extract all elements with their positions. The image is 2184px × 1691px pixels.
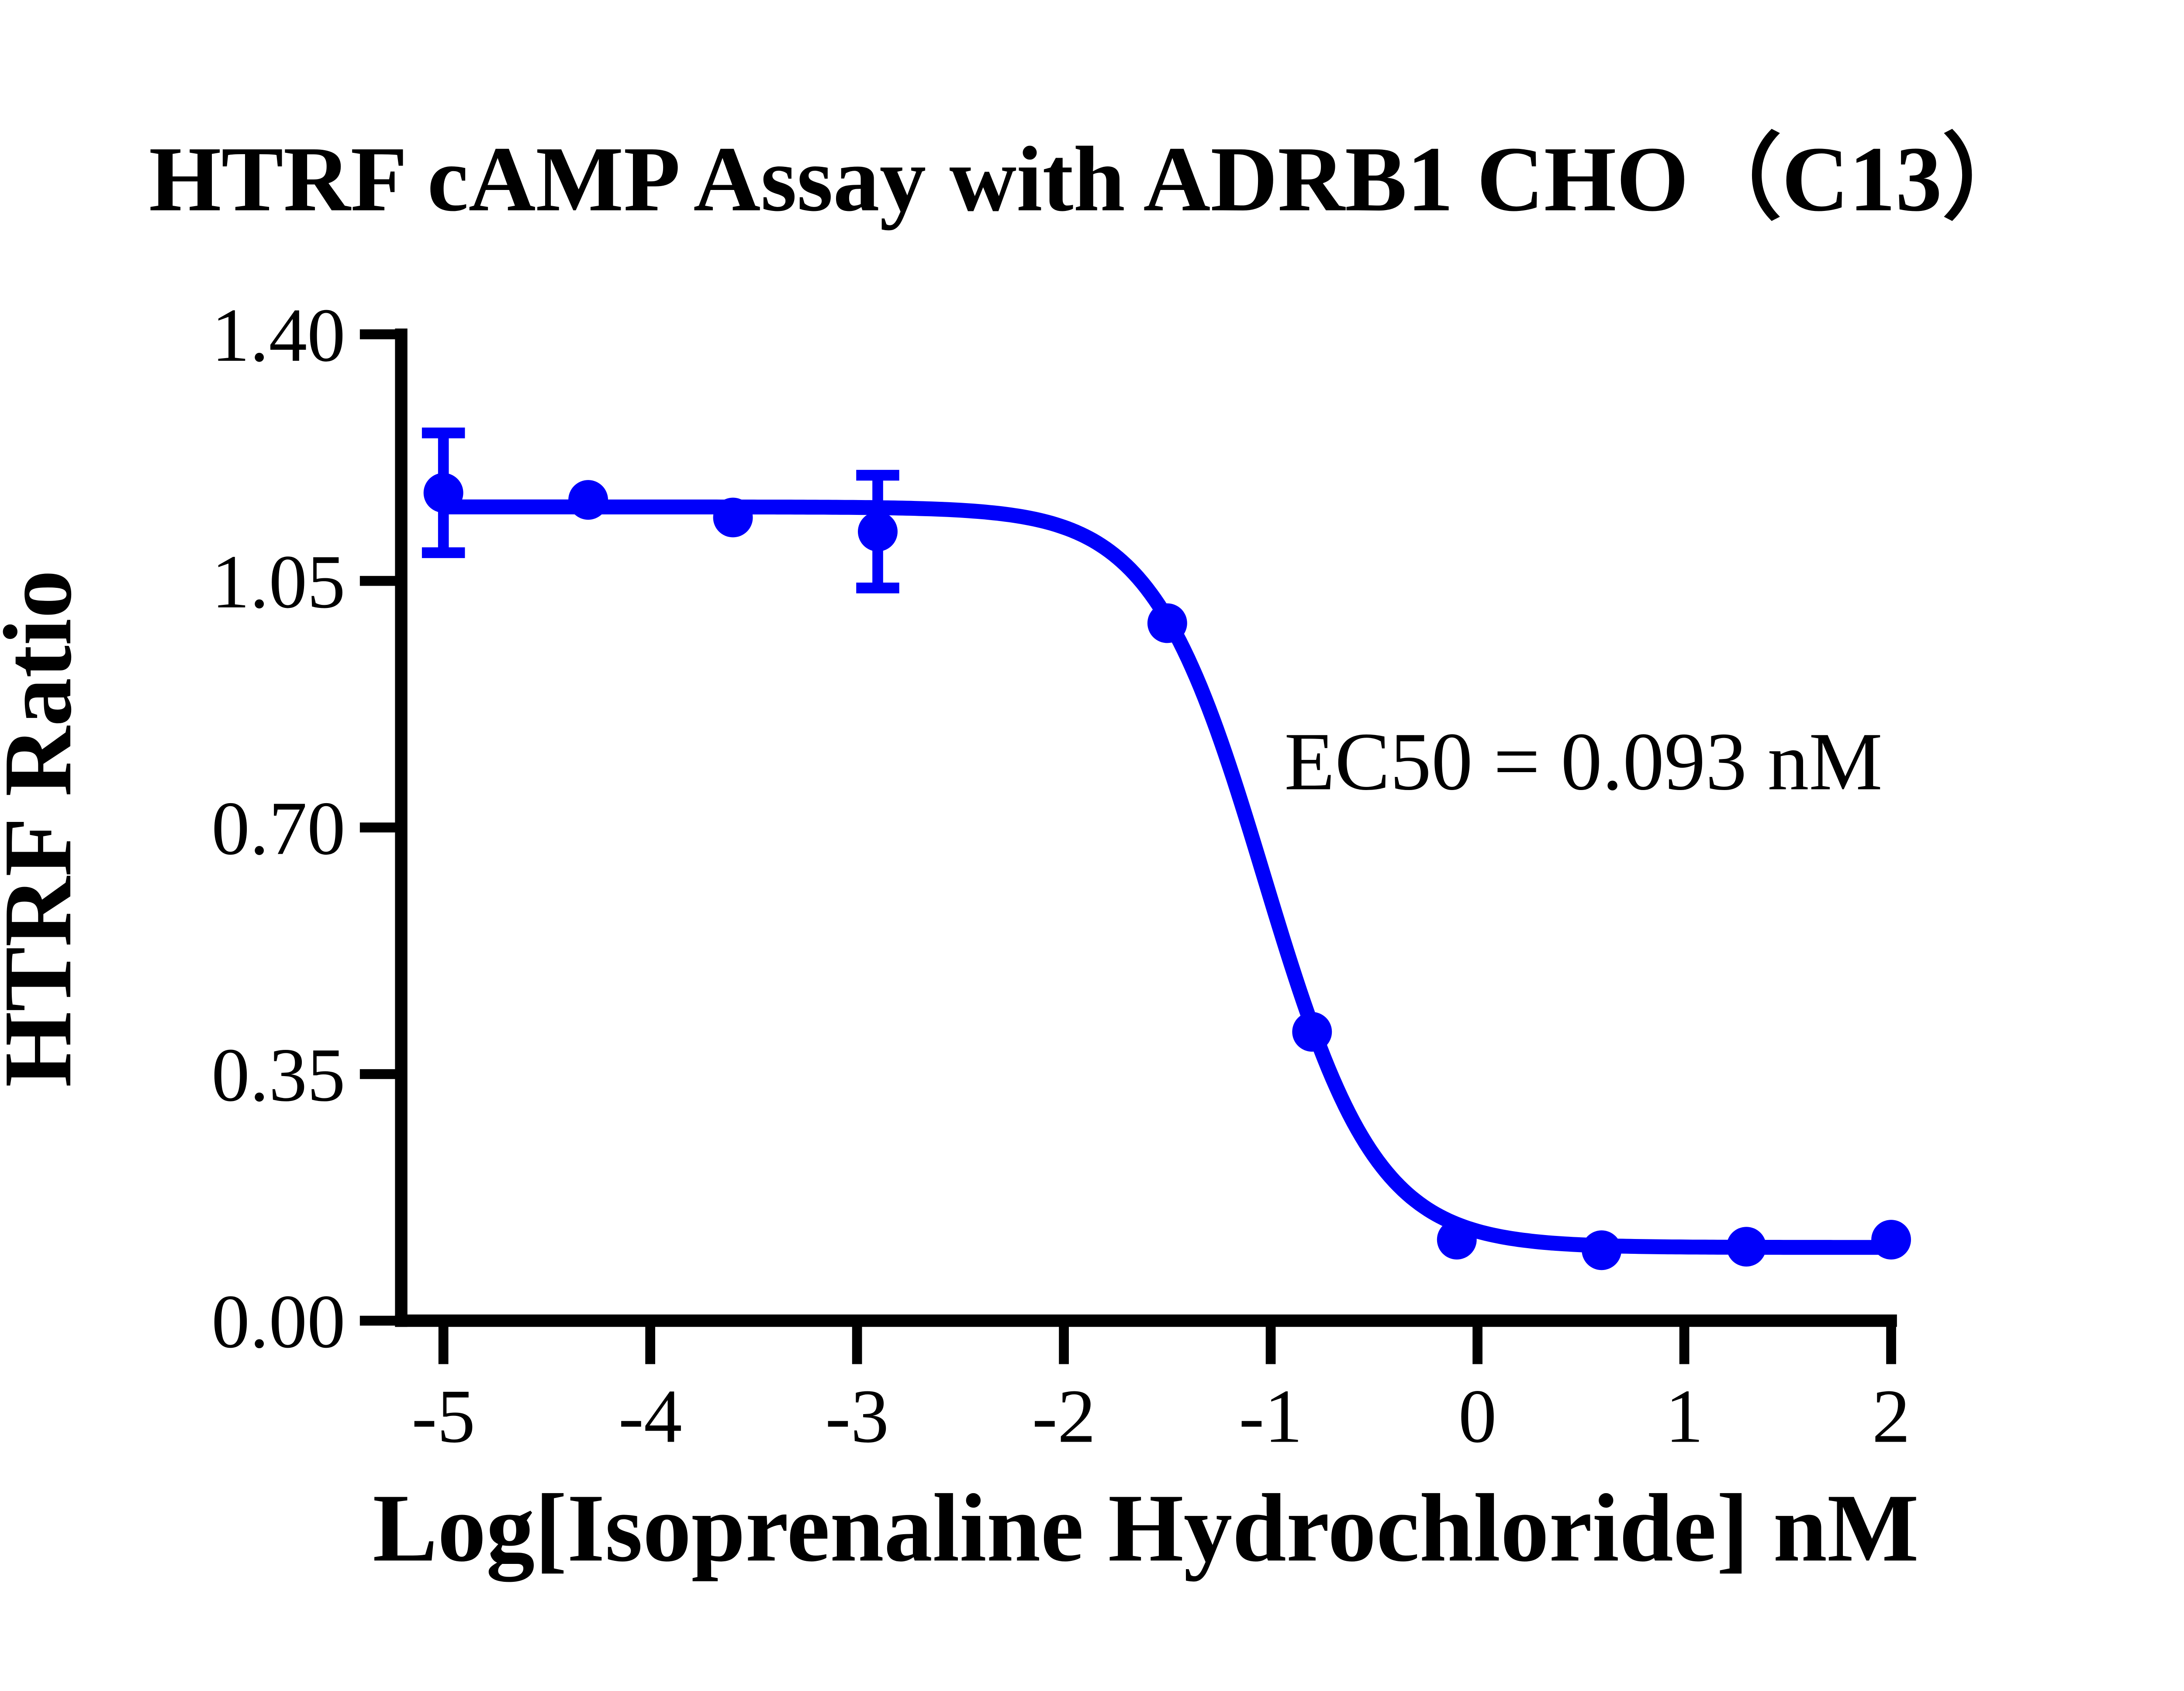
x-tick-label: 2	[1872, 1374, 1911, 1459]
data-points	[423, 473, 1911, 1270]
y-tick-label: 0.70	[211, 786, 346, 870]
x-tick-label: -1	[1239, 1374, 1303, 1459]
data-point	[858, 511, 898, 552]
y-axis-title: HTRF Ratio	[0, 570, 92, 1087]
x-tick-label: -4	[619, 1374, 682, 1459]
y-tick-label: 1.40	[211, 293, 346, 377]
data-point	[1582, 1230, 1622, 1270]
data-point	[713, 497, 753, 538]
data-point	[1147, 603, 1187, 643]
ec50-annotation: EC50 = 0.093 nM	[1284, 715, 1882, 807]
axes: 0.00 0.35 0.70 1.05 1.40 -5 -4 -3 -2 -1 0 1 2	[211, 293, 1910, 1458]
data-point	[1437, 1220, 1477, 1260]
data-point	[423, 473, 463, 513]
chart-title: HTRF cAMP Assay with ADRB1 CHO（C13）	[149, 128, 2035, 231]
x-tick-label: -2	[1032, 1374, 1096, 1459]
data-point	[1726, 1227, 1766, 1267]
x-axis-title: Log[Isoprenaline Hydrochloride] nM	[373, 1474, 1919, 1582]
data-point	[1871, 1220, 1911, 1260]
x-tick-label: -3	[825, 1374, 889, 1459]
y-tick-label: 1.05	[211, 539, 346, 624]
x-tick-label: 1	[1665, 1374, 1704, 1459]
data-point	[568, 480, 608, 520]
y-tick-label: 0.35	[211, 1032, 346, 1117]
x-tick-label: -5	[411, 1374, 475, 1459]
y-tick-label: 0.00	[211, 1279, 346, 1364]
x-tick-label: 0	[1458, 1374, 1497, 1459]
data-point	[1292, 1012, 1332, 1052]
